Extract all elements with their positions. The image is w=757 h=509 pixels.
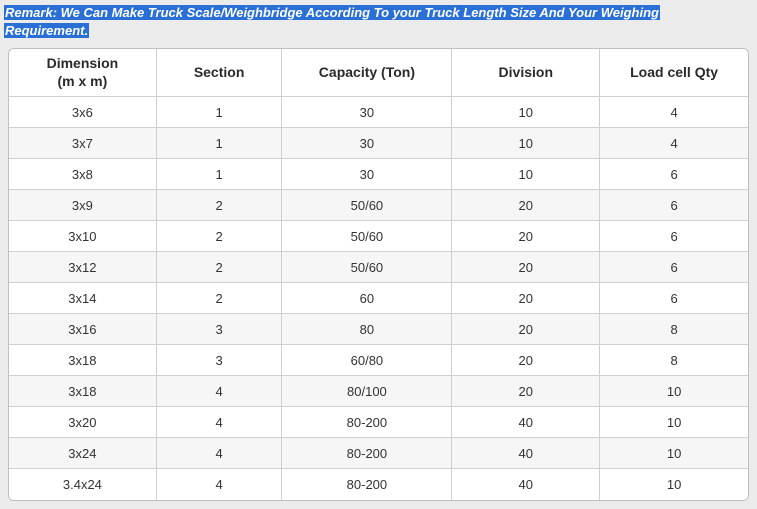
table-row: 3x24480-2004010 [9, 438, 748, 469]
table-cell: 20 [452, 252, 600, 283]
table-row: 3x16380208 [9, 314, 748, 345]
remark-line2: Requirement. [4, 23, 89, 38]
table-cell: 4 [600, 97, 748, 128]
table-cell: 6 [600, 252, 748, 283]
table-cell: 3 [157, 314, 283, 345]
table-cell: 3x16 [9, 314, 157, 345]
table-cell: 3x24 [9, 438, 157, 469]
table-cell: 50/60 [282, 252, 452, 283]
remark-line1: Remark: We Can Make Truck Scale/Weighbri… [4, 5, 660, 20]
table-row: 3x14260206 [9, 283, 748, 314]
table-cell: 20 [452, 314, 600, 345]
table-cell: 10 [452, 97, 600, 128]
table-cell: 20 [452, 283, 600, 314]
table-row: 3x8130106 [9, 159, 748, 190]
table-row: 3.4x24480-2004010 [9, 469, 748, 500]
table-cell: 2 [157, 283, 283, 314]
table-cell: 6 [600, 190, 748, 221]
table-cell: 4 [157, 407, 283, 438]
table-header-row: Dimension(m x m)SectionCapacity (Ton)Div… [9, 49, 748, 97]
table-cell: 20 [452, 221, 600, 252]
table-cell: 3.4x24 [9, 469, 157, 500]
table-cell: 3x9 [9, 190, 157, 221]
col-header: Load cell Qty [600, 49, 748, 97]
table-cell: 40 [452, 407, 600, 438]
table-cell: 1 [157, 128, 283, 159]
col-header: Dimension(m x m) [9, 49, 157, 97]
spec-table-container: Dimension(m x m)SectionCapacity (Ton)Div… [0, 44, 757, 509]
table-cell: 30 [282, 159, 452, 190]
table-cell: 20 [452, 376, 600, 407]
table-cell: 30 [282, 128, 452, 159]
table-cell: 30 [282, 97, 452, 128]
table-cell: 50/60 [282, 190, 452, 221]
table-cell: 3x7 [9, 128, 157, 159]
table-cell: 3x12 [9, 252, 157, 283]
table-cell: 10 [600, 438, 748, 469]
table-cell: 3x8 [9, 159, 157, 190]
table-cell: 4 [157, 438, 283, 469]
table-row: 3x18480/1002010 [9, 376, 748, 407]
col-header: Division [452, 49, 600, 97]
table-cell: 3x18 [9, 345, 157, 376]
table-cell: 10 [452, 128, 600, 159]
table-row: 3x20480-2004010 [9, 407, 748, 438]
table-cell: 40 [452, 469, 600, 500]
table-cell: 4 [157, 376, 283, 407]
table-cell: 10 [600, 407, 748, 438]
table-cell: 40 [452, 438, 600, 469]
col-header: Section [157, 49, 283, 97]
table-cell: 3 [157, 345, 283, 376]
table-cell: 80-200 [282, 469, 452, 500]
table-cell: 80 [282, 314, 452, 345]
table-cell: 2 [157, 221, 283, 252]
table-cell: 10 [452, 159, 600, 190]
table-cell: 60/80 [282, 345, 452, 376]
table-row: 3x12250/60206 [9, 252, 748, 283]
table-cell: 80/100 [282, 376, 452, 407]
table-cell: 3x14 [9, 283, 157, 314]
table-cell: 3x10 [9, 221, 157, 252]
table-cell: 20 [452, 190, 600, 221]
table-cell: 3x18 [9, 376, 157, 407]
col-header: Capacity (Ton) [282, 49, 452, 97]
table-cell: 8 [600, 345, 748, 376]
table-cell: 10 [600, 376, 748, 407]
table-row: 3x7130104 [9, 128, 748, 159]
table-cell: 4 [600, 128, 748, 159]
table-cell: 1 [157, 97, 283, 128]
table-cell: 60 [282, 283, 452, 314]
table-cell: 2 [157, 252, 283, 283]
table-cell: 20 [452, 345, 600, 376]
table-cell: 6 [600, 283, 748, 314]
table-cell: 6 [600, 159, 748, 190]
table-cell: 3x20 [9, 407, 157, 438]
table-cell: 8 [600, 314, 748, 345]
table-cell: 10 [600, 469, 748, 500]
table-row: 3x9250/60206 [9, 190, 748, 221]
table-row: 3x6130104 [9, 97, 748, 128]
table-cell: 80-200 [282, 438, 452, 469]
table-row: 3x18360/80208 [9, 345, 748, 376]
table-cell: 6 [600, 221, 748, 252]
remark-text: Remark: We Can Make Truck Scale/Weighbri… [0, 0, 757, 44]
spec-table: Dimension(m x m)SectionCapacity (Ton)Div… [8, 48, 749, 501]
table-cell: 2 [157, 190, 283, 221]
table-cell: 80-200 [282, 407, 452, 438]
table-cell: 50/60 [282, 221, 452, 252]
table-cell: 1 [157, 159, 283, 190]
table-row: 3x10250/60206 [9, 221, 748, 252]
table-cell: 3x6 [9, 97, 157, 128]
table-cell: 4 [157, 469, 283, 500]
